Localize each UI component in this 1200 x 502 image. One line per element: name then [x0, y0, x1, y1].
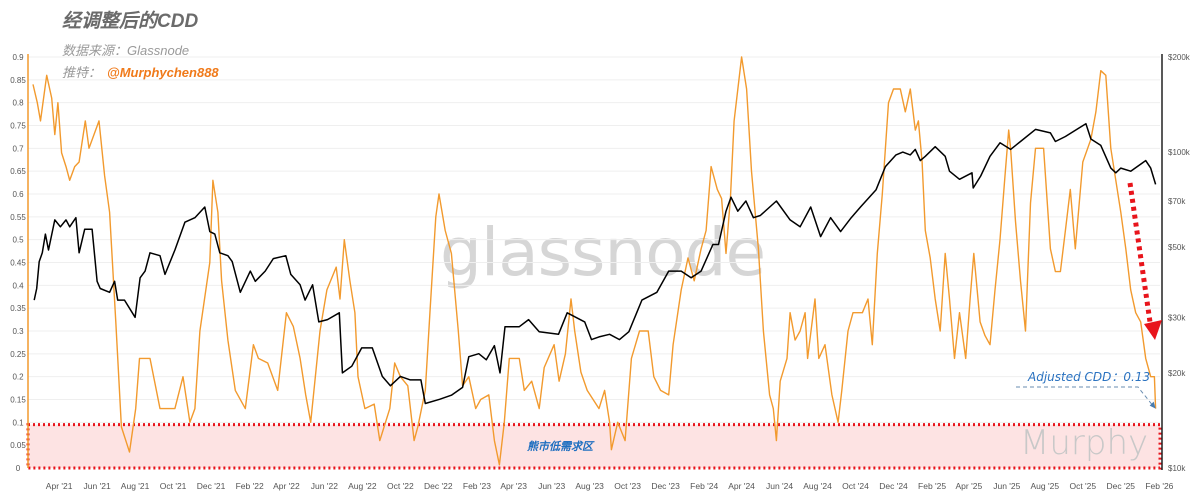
y-left-tick-label: 0.35 [10, 304, 26, 313]
x-tick-label: Jun '22 [311, 481, 338, 491]
x-tick-label: Feb '25 [918, 481, 946, 491]
x-tick-label: Oct '23 [614, 481, 641, 491]
x-tick-label: Oct '24 [842, 481, 869, 491]
x-tick-label: Oct '21 [160, 481, 187, 491]
y-left-tick-label: 0.15 [10, 396, 26, 405]
axes: 0 0.05 0.1 0.15 0.2 0.25 0.3 0.35 0.4 0.45 0.5 0.55… [10, 53, 1191, 491]
x-tick-label: Dec '24 [879, 481, 908, 491]
x-tick-label: Dec '22 [424, 481, 453, 491]
x-tick-label: Dec '21 [197, 481, 226, 491]
x-tick-label: Aug '22 [348, 481, 377, 491]
x-tick-label: Feb '22 [236, 481, 264, 491]
y-left-tick-label: 0 [16, 464, 21, 473]
annotation-arrowhead [1149, 401, 1156, 409]
y-right-tick-label: $30k [1168, 313, 1186, 322]
y-right-tick-label: $50k [1168, 243, 1186, 252]
x-tick-label: Aug '25 [1031, 481, 1060, 491]
x-tick-label: Jun '23 [538, 481, 565, 491]
zone-rect [26, 423, 1162, 470]
x-tick-label: Jun '25 [993, 481, 1020, 491]
x-tick-label: Feb '26 [1145, 481, 1173, 491]
x-tick-label: Dec '23 [651, 481, 680, 491]
glassnode-watermark: glassnode [440, 214, 766, 291]
y-left-tick-label: 0.85 [10, 76, 26, 85]
y-left-tick-label: 0.75 [10, 122, 26, 131]
x-tick-label: Aug '23 [575, 481, 604, 491]
trend-arrow-head [1144, 320, 1162, 340]
y-left-tick-label: 0.9 [12, 53, 24, 62]
bear-low-demand-zone: 熊市低需求区 [26, 423, 1162, 470]
x-tick-label: Apr '25 [956, 481, 983, 491]
cdd-line [32, 56, 1157, 466]
y-left-tick-label: 0.5 [12, 236, 24, 245]
annotation-pointer [1016, 386, 1155, 407]
y-left-tick-label: 0.65 [10, 167, 26, 176]
x-tick-label: Jun '24 [766, 481, 793, 491]
y-right-tick-label: $100k [1168, 148, 1191, 157]
x-tick-label: Apr '23 [500, 481, 527, 491]
y-right-tick-label: $20k [1168, 369, 1186, 378]
twitter-handle: @Murphychen888 [107, 65, 219, 80]
y-left-tick-label: 0.2 [12, 373, 24, 382]
x-tick-label: Aug '21 [121, 481, 150, 491]
series-lines [32, 56, 1157, 466]
x-tick-label: Jun '21 [84, 481, 111, 491]
y-left-tick-label: 0.05 [10, 441, 26, 450]
x-tick-label: Feb '23 [463, 481, 491, 491]
chart-title: 经调整后的CDD [62, 11, 199, 32]
x-tick-label: Oct '25 [1069, 481, 1096, 491]
x-tick-label: Apr '22 [273, 481, 300, 491]
x-tick-label: Apr '21 [46, 481, 73, 491]
btc-price-line [33, 122, 1157, 405]
twitter-label: 推特： [62, 65, 102, 80]
y-left-tick-label: 0.55 [10, 213, 26, 222]
y-left-tick-label: 0.4 [12, 281, 24, 290]
y-left-tick-label: 0.1 [12, 418, 24, 427]
y-right-tick-label: $10k [1168, 464, 1186, 473]
murphy-watermark: Murphy [1020, 423, 1149, 463]
y-left-tick-label: 0.45 [10, 259, 26, 268]
y-left-tick-label: 0.3 [12, 327, 24, 336]
y-right-tick-label: $200k [1168, 53, 1191, 62]
gridlines [28, 56, 1160, 446]
annotation-label: Adjusted CDD：0.13 [1027, 370, 1150, 384]
x-tick-label: Apr '24 [728, 481, 755, 491]
annotations: Adjusted CDD：0.13 [1016, 182, 1162, 409]
y-right-tick-label: $70k [1168, 197, 1186, 206]
data-source: 数据来源：Glassnode [62, 43, 190, 58]
y-left-tick-label: 0.8 [12, 99, 24, 108]
x-tick-label: Oct '22 [387, 481, 414, 491]
zone-label: 熊市低需求区 [527, 440, 595, 453]
x-tick-label: Dec '25 [1106, 481, 1135, 491]
x-tick-label: Aug '24 [803, 481, 832, 491]
y-left-tick-label: 0.25 [10, 350, 26, 359]
y-left-tick-label: 0.6 [12, 190, 24, 199]
twitter-credit: 推特： @Murphychen888 [62, 62, 219, 81]
y-left-tick-label: 0.7 [12, 144, 24, 153]
x-tick-label: Feb '24 [690, 481, 718, 491]
